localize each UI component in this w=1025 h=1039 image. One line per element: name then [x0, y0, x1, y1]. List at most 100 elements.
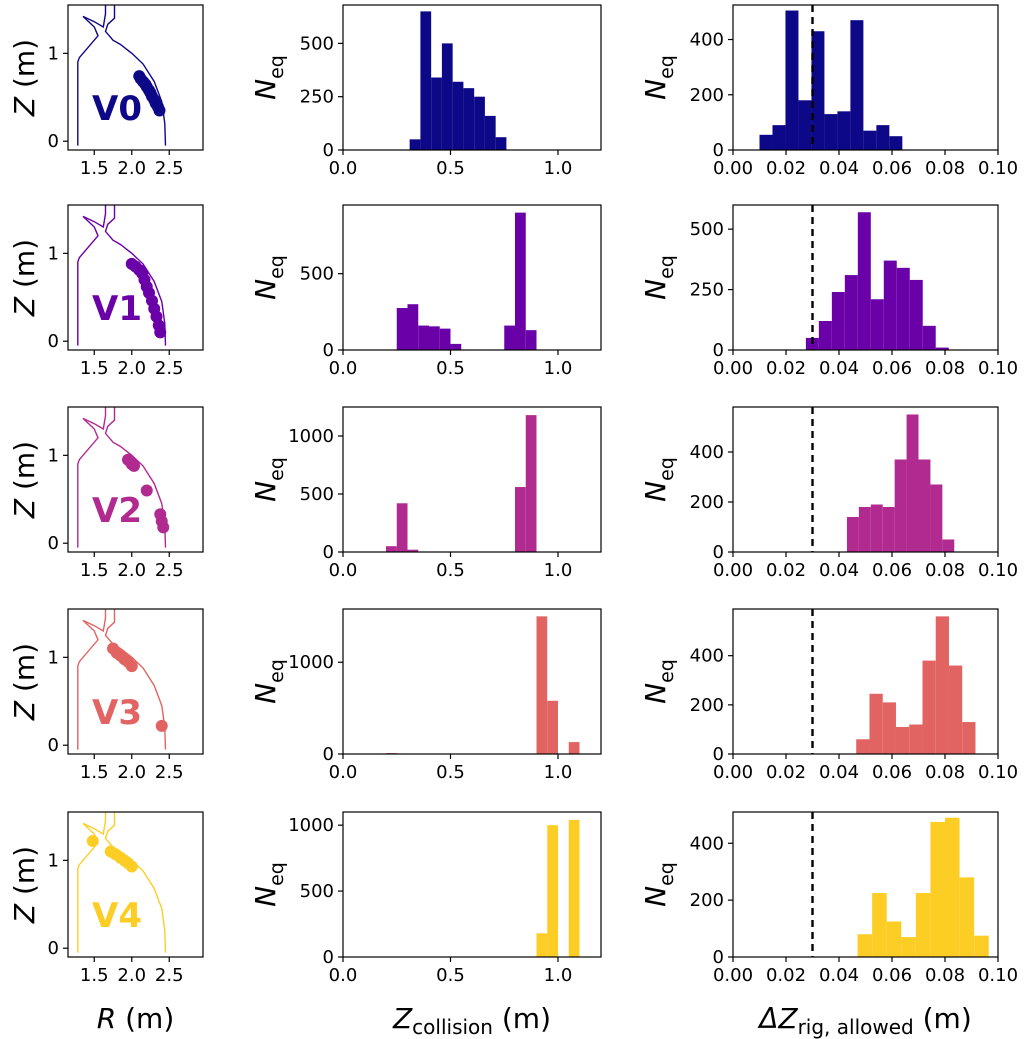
histogram-bar	[896, 267, 910, 350]
y-tick-label: 0	[713, 947, 724, 968]
histogram-bar	[396, 503, 408, 552]
geometry-panel-v3: 1.5 2.0 2.5 0 1 V3 Z (m)	[8, 608, 204, 783]
y-axis-label: Neq	[249, 255, 288, 300]
x-tick-label: 0.00	[713, 965, 753, 986]
histogram-bar	[515, 212, 526, 350]
x-tick-label: 2.0	[117, 158, 146, 179]
x-tick-label: 0.02	[766, 358, 806, 379]
x-tick-label: 0.0	[329, 358, 358, 379]
histogram-bar	[463, 88, 475, 150]
y-axis-label: Neq	[639, 659, 678, 704]
x-tick-label: 0.00	[713, 358, 753, 379]
y-tick-label: 0	[323, 542, 334, 563]
axes-frame	[67, 204, 204, 351]
x-tick-label: 0.08	[925, 560, 965, 581]
histogram-bar	[452, 81, 464, 150]
y-tick-label: 400	[690, 833, 724, 854]
histogram-bar	[882, 702, 896, 754]
x-tick-label: 0.08	[925, 158, 965, 179]
histogram-bar	[959, 877, 975, 957]
y-tick-label: 200	[690, 85, 724, 106]
y-tick-label: 400	[690, 646, 724, 667]
y-tick-label: 0	[48, 533, 59, 554]
y-axis-label: Neq	[249, 659, 288, 704]
zcollision-hist-v1: 0.0 0.5 1.0 0 500 Neq	[249, 204, 602, 379]
histogram-bar	[909, 724, 923, 754]
histogram-bar	[536, 616, 548, 754]
position-marker	[140, 484, 153, 497]
histogram-bar	[883, 260, 897, 350]
axes-frame	[342, 204, 602, 351]
dzrig-hist-v2: 0.00 0.02 0.04 0.06 0.08 0.10 0 200 400 Neq	[639, 406, 1018, 581]
y-tick-label: 500	[300, 484, 334, 505]
x-tick-label: 0.5	[436, 762, 465, 783]
x-tick-label: 0.08	[925, 965, 965, 986]
x-tick-label: 1.0	[544, 158, 573, 179]
histogram-bar	[909, 279, 923, 350]
position-marker	[86, 835, 99, 847]
y-tick-label: 0	[48, 131, 59, 152]
histogram-bar	[831, 292, 845, 350]
axes-frame	[732, 4, 999, 151]
histogram-bar	[945, 817, 960, 957]
axes-frame	[67, 608, 204, 755]
variant-label: V1	[92, 289, 142, 329]
y-axis-label: Neq	[639, 457, 678, 502]
x-tick-label: 2.5	[155, 560, 184, 581]
x-tick-label: 0.5	[436, 965, 465, 986]
histogram-bar	[396, 308, 408, 350]
histogram-bar	[974, 935, 989, 957]
y-tick-label: 400	[690, 30, 724, 51]
histogram-bar	[568, 742, 580, 754]
y-tick-label: 1	[48, 647, 59, 668]
vessel-outline	[77, 609, 107, 750]
y-tick-label: 0	[323, 140, 334, 161]
y-tick-label: 500	[300, 264, 334, 285]
histogram-bar	[495, 137, 507, 150]
position-marker	[154, 326, 167, 339]
vessel-outline	[104, 407, 167, 548]
histogram-bar	[930, 821, 945, 957]
position-marker	[125, 860, 138, 873]
vessel-outline	[104, 205, 167, 346]
y-axis-label: Neq	[249, 862, 288, 907]
histogram-bar	[870, 504, 883, 552]
x-tick-label: 0.10	[978, 358, 1018, 379]
x-tick-label: 0.04	[819, 358, 859, 379]
histogram-bar	[431, 77, 442, 150]
geometry-panel-v2: 1.5 2.0 2.5 0 1 V2 Z (m)	[8, 406, 204, 581]
histogram-bar	[876, 125, 890, 150]
geometry-panel-v0: 1.5 2.0 2.5 0 1 V0 Z (m)	[8, 4, 204, 179]
y-tick-label: 1000	[288, 815, 334, 836]
histogram-bar	[915, 893, 931, 957]
x-tick-label: 0.0	[329, 762, 358, 783]
variant-label: V3	[92, 693, 142, 733]
x-tick-label: 0.10	[978, 965, 1018, 986]
y-tick-label: 400	[690, 442, 724, 463]
histogram-bar	[439, 328, 451, 350]
x-tick-label: 0.10	[978, 158, 1018, 179]
dzrig-hist-v4: 0.00 0.02 0.04 0.06 0.08 0.10 0 200 400 Neq	[639, 811, 1018, 986]
x-tick-label: 1.5	[80, 158, 109, 179]
y-tick-label: 1	[48, 850, 59, 871]
y-tick-label: 250	[690, 280, 724, 301]
y-tick-label: 0	[48, 735, 59, 756]
x-tick-label: 0.02	[766, 762, 806, 783]
histogram-bar	[906, 414, 919, 552]
x-tick-label: 0.06	[872, 965, 912, 986]
x-tick-label: 0.0	[329, 158, 358, 179]
x-tick-label: 0.00	[713, 560, 753, 581]
histogram-bar	[420, 11, 432, 150]
x-tick-label: 0.06	[872, 158, 912, 179]
axes-frame	[342, 811, 602, 958]
y-tick-label: 0	[323, 947, 334, 968]
histogram-bar	[846, 517, 859, 552]
x-tick-label: 2.5	[155, 762, 184, 783]
axes-frame	[732, 406, 999, 553]
x-tick-label: 0.08	[925, 358, 965, 379]
histogram-bar	[918, 459, 931, 552]
y-axis-label: Z (m)	[8, 441, 41, 519]
histogram-bar	[889, 136, 903, 150]
